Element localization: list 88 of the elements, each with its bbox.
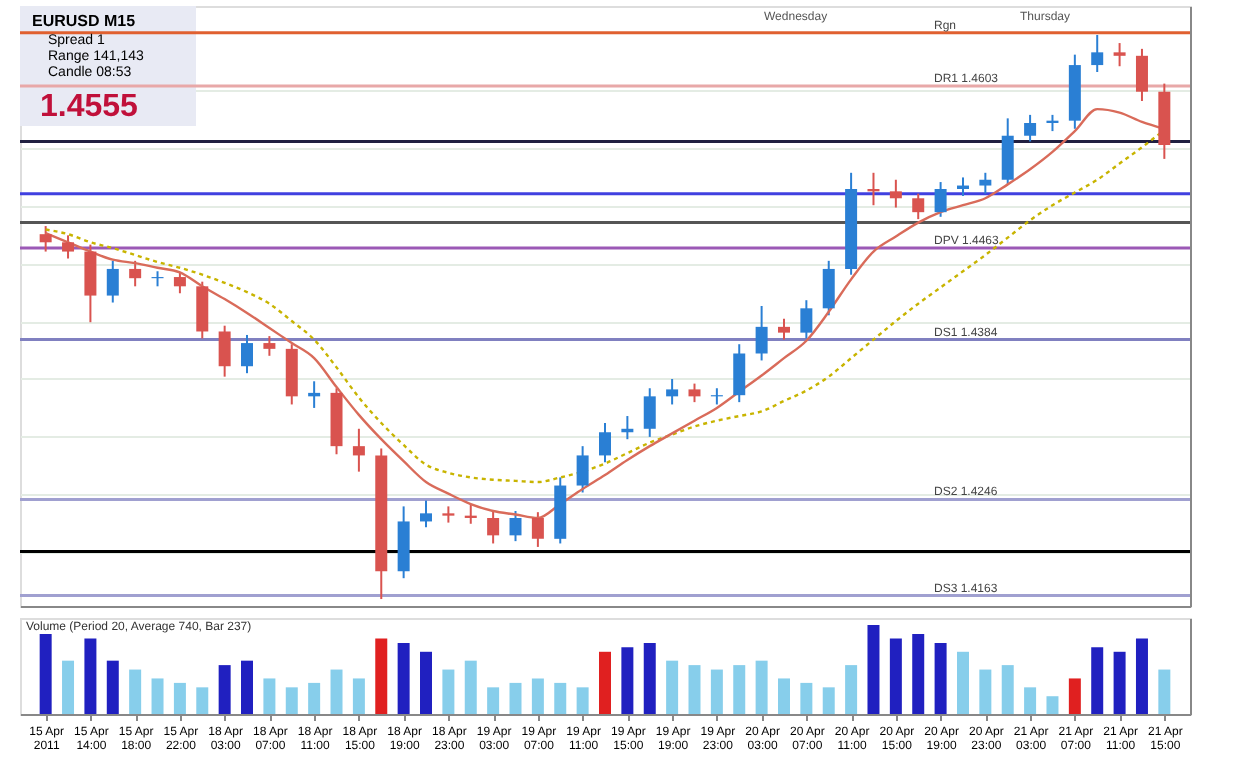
bar (934, 642, 947, 714)
candlestick (688, 382, 701, 404)
candlestick (106, 259, 119, 304)
bar (1046, 696, 1059, 714)
annotation: EURUSD M15 (32, 12, 137, 30)
candlestick (934, 181, 947, 218)
bar (420, 651, 433, 714)
bar (956, 651, 969, 714)
bar (62, 660, 75, 714)
bar (241, 660, 254, 714)
bar (643, 642, 656, 714)
bar (1091, 647, 1104, 714)
candlestick (39, 225, 52, 253)
bar (1068, 678, 1081, 714)
candlestick (218, 324, 231, 378)
bar (151, 678, 164, 714)
candlestick (599, 421, 611, 464)
bar (733, 665, 746, 714)
bar (308, 682, 321, 714)
bar (845, 665, 858, 714)
bar (889, 638, 902, 714)
bar (464, 660, 477, 714)
candlestick (800, 299, 813, 340)
bar (106, 660, 119, 714)
bar (509, 682, 522, 714)
bar (688, 665, 701, 714)
bar (621, 647, 634, 714)
candlestick (822, 259, 835, 317)
candlestick (509, 510, 522, 543)
bar (1001, 665, 1014, 714)
bar (218, 665, 231, 714)
candlestick (755, 305, 768, 362)
bar (84, 638, 97, 714)
candlestick (196, 280, 209, 340)
bar (1135, 638, 1148, 714)
candlestick (643, 387, 656, 438)
bar (666, 660, 679, 714)
candlestick (241, 333, 254, 375)
candlestick (979, 171, 992, 195)
candlestick (1024, 113, 1037, 143)
bar (330, 669, 343, 714)
bar (710, 669, 723, 714)
bar (397, 642, 410, 714)
candlestick (733, 343, 746, 404)
bar (352, 678, 365, 714)
bar (1158, 669, 1171, 714)
candlestick (352, 427, 365, 473)
bar (979, 669, 992, 714)
candlestick (129, 259, 142, 288)
candlestick (420, 499, 433, 529)
bar (1113, 651, 1126, 714)
bar (800, 682, 813, 714)
bar (867, 625, 880, 714)
bar (39, 634, 52, 714)
bar (285, 687, 298, 714)
candlestick (666, 377, 679, 406)
candlestick (1113, 42, 1126, 68)
candlestick (1001, 117, 1014, 186)
bar (263, 678, 276, 714)
candlestick (487, 510, 500, 545)
bar (554, 682, 567, 714)
candlestick (62, 234, 75, 260)
candlestick (531, 511, 544, 548)
bar (912, 634, 925, 714)
bar (822, 687, 835, 714)
bar (576, 687, 589, 714)
bar (487, 687, 500, 714)
candlestick (263, 335, 276, 357)
bar (375, 638, 388, 714)
candlestick (576, 445, 589, 494)
bar (196, 687, 209, 714)
candlestick (84, 243, 97, 324)
bar (599, 651, 611, 714)
candlestick (777, 317, 790, 341)
bar (173, 682, 186, 714)
candlestick (889, 178, 902, 209)
candlestick (285, 343, 298, 406)
candlestick (912, 192, 925, 221)
bar (531, 678, 544, 714)
bar (1024, 687, 1037, 714)
bar (755, 660, 768, 714)
bar (777, 678, 790, 714)
candlestick (1091, 33, 1104, 74)
annotation: 1.4555 (40, 90, 139, 124)
candlestick (173, 271, 186, 295)
bar (442, 669, 455, 714)
bar (129, 669, 142, 714)
candlestick (1135, 47, 1148, 102)
